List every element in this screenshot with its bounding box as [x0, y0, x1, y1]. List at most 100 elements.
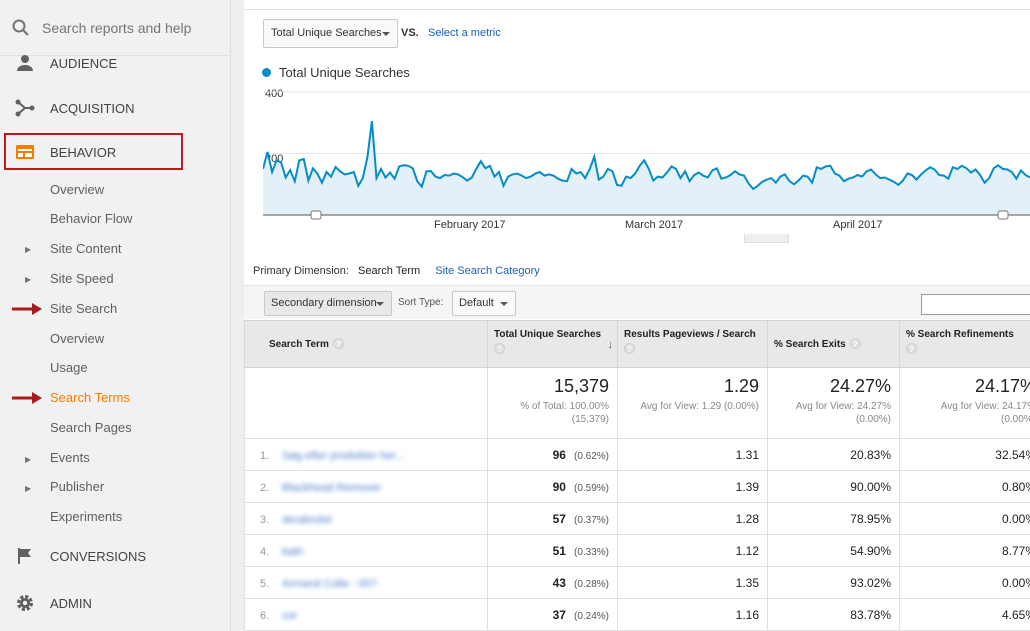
nav-site-speed[interactable]: Site Speed: [50, 271, 114, 286]
table-row[interactable]: 2. Blackhead Remover 90 (0.59%) 1.39 90.00% 0.…: [244, 470, 1030, 503]
x-tick-label: March 2017: [625, 219, 684, 231]
flag-icon: [0, 547, 50, 565]
search-term-link[interactable]: derabrolet: [282, 513, 332, 526]
nav-behavior-flow[interactable]: Behavior Flow: [50, 211, 133, 226]
searches-value: 51: [552, 543, 566, 558]
nav-behavior-overview[interactable]: Overview: [50, 182, 105, 197]
table-header-row: Search Term? Total Unique Searches? ↓ Res…: [244, 320, 1030, 368]
search-term-link[interactable]: Blackhead Remover: [282, 481, 382, 494]
search-term-cell: 3. derabrolet: [244, 502, 488, 535]
column-header-results-pageviews[interactable]: Results Pageviews / Search?: [617, 320, 768, 368]
sort-type-label: Sort Type:: [398, 297, 444, 308]
nav-site-search-overview[interactable]: Overview: [50, 331, 105, 346]
total-unique-searches-cell: 57 (0.37%): [487, 502, 618, 535]
results-pageviews-cell: 1.31: [617, 438, 768, 471]
nav-search-terms[interactable]: Search Terms: [50, 390, 130, 405]
nav-search-pages[interactable]: Search Pages: [50, 420, 132, 435]
behavior-highlight-box: [4, 133, 183, 170]
help-icon[interactable]: ?: [494, 343, 505, 354]
red-arrow-icon: [12, 392, 42, 404]
table-row[interactable]: 1. Søg efter produkter her... 96 (0.62%) 1.3…: [244, 438, 1030, 471]
chevron-down-icon: [382, 32, 390, 36]
nav-events[interactable]: Events: [50, 450, 90, 465]
totals-empty-cell: [244, 367, 488, 439]
help-icon[interactable]: ?: [332, 338, 344, 349]
metric-dropdown[interactable]: Total Unique Searches: [263, 19, 398, 48]
sort-type-value: Default: [459, 297, 494, 309]
totals-note: Avg for View: 24.17%: [940, 401, 1030, 412]
nav-conversions[interactable]: CONVERSIONS: [0, 536, 231, 576]
search-term-cell: 5. Armand Colle - 007: [244, 566, 488, 599]
expand-triangle-icon[interactable]: ▶: [25, 484, 32, 493]
totals-note: Avg for View: 24.27%: [795, 401, 891, 412]
column-header-search-refinements[interactable]: % Search Refinements?: [899, 320, 1030, 368]
vs-label: VS.: [401, 27, 419, 39]
total-unique-searches-cell: 37 (0.24%): [487, 598, 618, 631]
help-icon[interactable]: ?: [849, 338, 861, 349]
search-term-link[interactable]: Søg efter produkter her...: [282, 449, 405, 462]
primary-dimension-label: Primary Dimension:: [253, 265, 349, 277]
search-icon[interactable]: [0, 18, 42, 38]
table-row[interactable]: 5. Armand Colle - 007 43 (0.28%) 1.35 93.02% 0…: [244, 566, 1030, 599]
totals-cell: 15,379 % of Total: 100.00% (15,379): [487, 367, 618, 439]
help-icon[interactable]: ?: [906, 343, 917, 354]
nav-site-search[interactable]: Site Search: [50, 301, 118, 316]
nav-publisher[interactable]: Publisher: [50, 479, 105, 494]
sort-type-dropdown[interactable]: Default: [452, 291, 516, 316]
expand-triangle-icon[interactable]: ▶: [25, 245, 32, 254]
nav-experiments[interactable]: Experiments: [50, 509, 123, 524]
row-index: 1.: [260, 449, 270, 462]
sort-down-arrow-icon[interactable]: ↓: [607, 339, 614, 351]
nav-site-content[interactable]: Site Content: [50, 241, 122, 256]
column-header-search-term[interactable]: Search Term?: [244, 320, 488, 368]
total-unique-searches-cell: 96 (0.62%): [487, 438, 618, 471]
secondary-dimension-dropdown[interactable]: Secondary dimension: [264, 291, 392, 316]
nav-admin-label: ADMIN: [50, 595, 92, 611]
chevron-down-icon: [500, 302, 508, 306]
primary-dimension-site-search-category[interactable]: Site Search Category: [435, 265, 540, 277]
searches-percent: (0.37%): [573, 514, 609, 526]
totals-value: 24.27%: [829, 376, 891, 396]
column-header-label: Search Term: [269, 339, 329, 350]
nav-audience[interactable]: AUDIENCE: [0, 43, 231, 83]
help-icon[interactable]: ?: [624, 343, 635, 354]
nav-usage[interactable]: Usage: [50, 360, 88, 375]
gear-icon: [0, 593, 50, 613]
annotation-marker-icon[interactable]: [310, 210, 322, 220]
chart-collapse-toggle[interactable]: [744, 234, 789, 243]
search-term-cell: 1. Søg efter produkter her...: [244, 438, 488, 471]
search-term-link[interactable]: bath: [282, 545, 304, 558]
totals-note: % of Total: 100.00%: [520, 401, 609, 412]
nav-admin[interactable]: ADMIN: [0, 583, 231, 623]
search-input[interactable]: [42, 19, 212, 36]
column-header-label: Results Pageviews / Search: [624, 329, 756, 340]
nav-acquisition-label: ACQUISITION: [50, 100, 135, 116]
search-term-link[interactable]: Armand Colle - 007: [282, 577, 377, 590]
column-header-total-unique-searches[interactable]: Total Unique Searches? ↓: [487, 320, 618, 368]
table-toolbar: Secondary dimension Sort Type: Default: [244, 285, 1030, 319]
search-term-cell: 6. cor: [244, 598, 488, 631]
expand-triangle-icon[interactable]: ▶: [25, 455, 32, 464]
column-header-search-exits[interactable]: % Search Exits?: [767, 320, 900, 368]
select-metric-link[interactable]: Select a metric: [428, 27, 501, 39]
primary-dimension-current[interactable]: Search Term: [358, 265, 421, 277]
searches-percent: (0.33%): [573, 546, 609, 558]
annotation-marker-icon[interactable]: [997, 210, 1009, 220]
search-term-link[interactable]: cor: [282, 609, 298, 622]
totals-cell: 24.17% Avg for View: 24.17% (0.00%): [899, 367, 1030, 439]
x-tick-label: February 2017: [434, 219, 506, 231]
nav-acquisition[interactable]: ACQUISITION: [0, 88, 231, 128]
table-filter-input[interactable]: [921, 294, 1030, 315]
totals-note: Avg for View: 1.29 (0.00%): [640, 401, 759, 412]
search-exits-cell: 20.83%: [767, 438, 900, 471]
results-pageviews-cell: 1.28: [617, 502, 768, 535]
search-terms-table: Search Term? Total Unique Searches? ↓ Res…: [244, 320, 1030, 631]
x-tick-label: April 2017: [833, 219, 883, 231]
totals-note: (0.00%): [855, 414, 891, 425]
line-chart: [263, 91, 1030, 220]
expand-triangle-icon[interactable]: ▶: [25, 275, 32, 284]
nav-behavior[interactable]: BEHAVIOR: [0, 132, 231, 172]
